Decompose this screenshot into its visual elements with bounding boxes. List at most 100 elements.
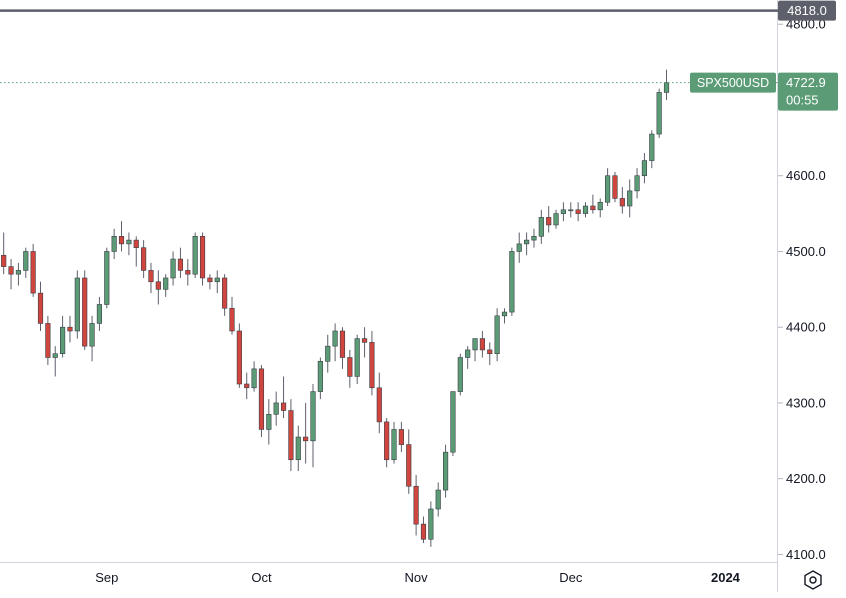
candle [273, 391, 279, 426]
candle-body [310, 391, 316, 442]
candle [538, 209, 544, 244]
candle [185, 259, 191, 286]
candle-body [325, 345, 331, 362]
candle [104, 247, 110, 309]
candle-body [288, 410, 294, 461]
candle-body [236, 330, 242, 385]
candle [170, 251, 176, 286]
candle [531, 228, 537, 248]
candle-body [332, 330, 338, 347]
candle [310, 384, 316, 468]
last-price-label: 4722.9 [786, 75, 826, 90]
candle [288, 399, 294, 472]
candle-body [273, 402, 279, 415]
candle [354, 334, 360, 385]
candle [435, 482, 441, 517]
candle-body [8, 266, 14, 275]
candle [413, 474, 419, 536]
y-tick-label: 4400.0 [786, 320, 826, 335]
candle [15, 262, 21, 286]
candle-body [568, 209, 574, 212]
candle-body [163, 277, 169, 290]
candle [479, 330, 485, 358]
candle [420, 516, 427, 544]
chart-settings-button[interactable] [800, 567, 826, 593]
candle-body [553, 213, 559, 226]
candle [398, 421, 404, 453]
candle [369, 330, 375, 396]
candle [656, 88, 662, 138]
candle [258, 365, 265, 438]
candle [236, 323, 242, 388]
candle-body [141, 247, 147, 271]
candle-body [479, 338, 485, 351]
candle [582, 202, 589, 218]
candle-body [170, 258, 176, 279]
candle [619, 187, 625, 214]
x-tick-label: Sep [95, 570, 118, 585]
candle-body [546, 217, 552, 226]
candle-body [52, 353, 58, 358]
candle [590, 194, 596, 214]
candle [148, 262, 154, 294]
y-tick-label: 4200.0 [786, 471, 826, 486]
y-tick-label: 4100.0 [786, 547, 826, 562]
candle-body [96, 304, 103, 324]
candle-body [111, 236, 117, 252]
symbol-tag-label: SPX500USD [697, 76, 769, 90]
x-tick-label: Nov [405, 570, 429, 585]
candle [494, 308, 500, 362]
candle-body [634, 175, 640, 192]
candle-body [177, 258, 184, 271]
candle-body [37, 292, 44, 324]
x-tick-label: Oct [251, 570, 272, 585]
candle [339, 327, 346, 369]
candle-body [590, 205, 596, 211]
candle-body [192, 236, 198, 275]
candle-body [612, 175, 618, 199]
candle [347, 349, 353, 388]
candle-body [560, 209, 567, 214]
y-tick-label: 4300.0 [786, 395, 826, 410]
candle-body [118, 236, 125, 245]
candle-body [214, 277, 220, 283]
candle [457, 353, 463, 396]
candle-body [15, 270, 21, 275]
candle [37, 281, 44, 331]
candle-body [23, 251, 29, 271]
candle-body [582, 205, 589, 214]
candle-body [60, 326, 66, 355]
candle-body [413, 485, 419, 525]
candle [214, 270, 220, 294]
candle [501, 308, 508, 324]
candle [199, 232, 206, 286]
candle [450, 391, 456, 456]
candle-body [420, 523, 427, 540]
candle [472, 338, 478, 362]
candle-body [457, 357, 463, 392]
candle [663, 69, 670, 100]
candle-body [266, 414, 272, 430]
candle [111, 228, 117, 260]
candle-body [442, 451, 449, 491]
candle-body [251, 368, 257, 389]
candle [163, 274, 169, 297]
candle [141, 240, 147, 278]
candle [560, 202, 567, 222]
time-axis[interactable]: Sep Oct Nov Dec 2024 [95, 570, 740, 585]
plot-area[interactable] [1, 69, 670, 547]
price-axis[interactable]: 4800.04600.04500.04400.04300.04200.04100… [778, 17, 826, 562]
candle-body [384, 421, 390, 461]
candle-body [663, 82, 670, 93]
candle [442, 444, 449, 498]
candle-body [207, 277, 213, 283]
candle [325, 334, 331, 373]
candle [465, 346, 471, 369]
candle-body [295, 436, 301, 461]
candle [376, 372, 382, 434]
candle-body [435, 489, 441, 510]
y-tick-label: 4600.0 [786, 168, 826, 183]
candle-body [398, 429, 404, 445]
